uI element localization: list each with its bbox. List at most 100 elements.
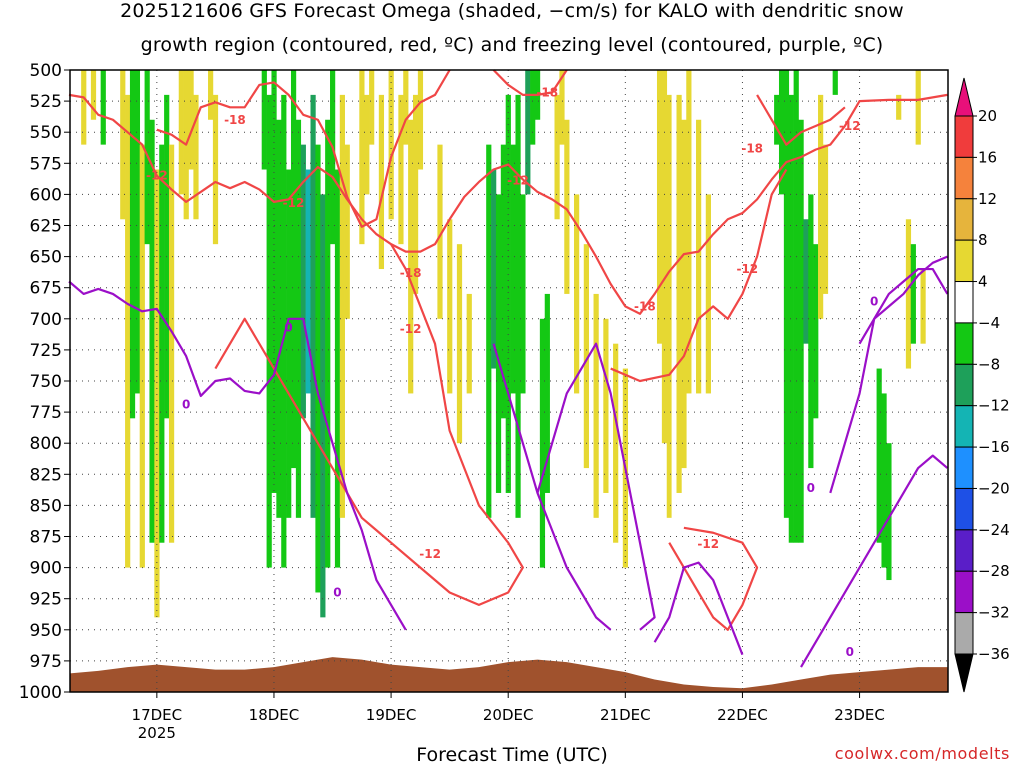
- omega-cell: [120, 70, 126, 220]
- omega-cell: [696, 119, 702, 394]
- omega-cell: [154, 169, 160, 618]
- omega-cell: [583, 244, 589, 469]
- omega-cell: [100, 70, 106, 145]
- omega-cell: [334, 169, 341, 568]
- omega-cell: [705, 194, 711, 394]
- dendritic-contour-label: -12: [839, 119, 861, 133]
- omega-cell: [774, 94, 780, 145]
- omega-cell: [905, 219, 912, 369]
- y-tick-label: 700: [30, 310, 62, 330]
- omega-cell: [159, 144, 165, 543]
- colorbar-label: −4: [978, 314, 1000, 332]
- dendritic-contour-label: -12: [507, 174, 529, 188]
- omega-cell: [920, 269, 926, 344]
- chart-title-line1: 2025121606 GFS Forecast Omega (shaded, −…: [120, 0, 904, 22]
- omega-cell: [574, 194, 580, 394]
- freezing-level-label: 0: [846, 645, 854, 659]
- y-tick-label: 850: [30, 496, 62, 516]
- y-tick-label: 625: [30, 217, 62, 237]
- colorbar-label: −16: [978, 438, 1010, 456]
- colorbar-bin: [954, 529, 974, 572]
- omega-cell: [125, 94, 131, 568]
- omega-cell: [364, 94, 370, 195]
- freezing-level-contours: [68, 255, 949, 668]
- omega-cell: [822, 144, 829, 294]
- contour-labels: -12 -18 -12 -18 -12 -18 -12 -12 -18 -12 -18 -12 -12 0…: [146, 85, 878, 659]
- omega-cell: [339, 94, 345, 518]
- dendritic-contour-line: [610, 168, 788, 383]
- colorbar-label: 16: [978, 148, 997, 166]
- dendritic-contour-label: -12: [283, 196, 305, 210]
- colorbar-label: 12: [978, 190, 997, 208]
- omega-cell: [818, 94, 824, 319]
- y-tick-label: 600: [30, 185, 62, 205]
- omega-cell: [530, 70, 536, 145]
- omega-cell: [778, 70, 785, 195]
- omega-cell: [554, 94, 560, 220]
- credit-link[interactable]: coolwx.com/modelts: [834, 744, 1010, 763]
- y-tick-label: 725: [30, 341, 62, 361]
- dendritic-contour-label: -12: [400, 322, 422, 336]
- y-tick-label: 900: [30, 559, 62, 579]
- freezing-level-line: [492, 343, 612, 631]
- omega-cell: [325, 119, 331, 568]
- colorbar-bin: [954, 77, 974, 117]
- dendritic-contour-line: [492, 69, 568, 96]
- omega-cell: [539, 318, 546, 568]
- omega-cell: [788, 94, 794, 543]
- colorbar-label: −12: [978, 397, 1010, 415]
- omega-cell: [456, 244, 463, 444]
- omega-cell: [403, 70, 409, 145]
- omega-cell: [320, 194, 326, 618]
- x-tick-label: 21DEC: [600, 706, 651, 724]
- omega-cell: [271, 70, 277, 493]
- y-tick-label: 975: [30, 652, 62, 672]
- colorbar-label: 8: [978, 231, 988, 249]
- omega-cell: [505, 94, 511, 493]
- colorbar-bin: [954, 156, 974, 200]
- y-tick-label: 575: [30, 154, 62, 174]
- omega-cell: [798, 119, 804, 543]
- omega-cell: [276, 119, 282, 518]
- colorbar-bin: [954, 570, 974, 614]
- omega-cell: [910, 244, 916, 344]
- omega-cell: [808, 194, 814, 469]
- omega-cell: [188, 70, 194, 170]
- omega-cell: [134, 70, 141, 394]
- omega-cell: [520, 194, 526, 394]
- omega-cell: [603, 318, 609, 493]
- chart-title-line2: growth region (contoured, red, ºC) and f…: [140, 34, 884, 56]
- freezing-level-line: [68, 280, 407, 631]
- omega-cell: [178, 70, 184, 195]
- colorbar: 20 16 12 8 4 −4 −8 −12 −16 −20 −24 −28 −32 −36: [954, 77, 1010, 693]
- x-tick-label: 17DEC: [132, 706, 183, 724]
- dendritic-contour-label: -18: [741, 141, 763, 155]
- omega-cell: [149, 119, 155, 543]
- dendritic-contour-label: -12: [697, 537, 719, 551]
- omega-cell: [129, 70, 136, 419]
- omega-cell: [290, 70, 297, 469]
- omega-cell: [915, 70, 921, 145]
- x-tick-label: 19DEC: [366, 706, 417, 724]
- dendritic-contour-label: -12: [146, 169, 168, 183]
- y-tick-label: 675: [30, 279, 62, 299]
- omega-cell: [305, 169, 311, 394]
- omega-cell: [666, 94, 672, 518]
- omega-cell: [193, 94, 199, 220]
- colorbar-bin: [954, 612, 974, 655]
- x-tick-label: 22DEC: [717, 706, 768, 724]
- dendritic-contour-line: [214, 243, 524, 607]
- omega-cell: [544, 293, 550, 493]
- y-tick-label: 875: [30, 528, 62, 548]
- omega-cell: [656, 70, 663, 344]
- omega-cell: [613, 343, 619, 543]
- omega-cell: [315, 144, 321, 593]
- grid: [70, 70, 948, 692]
- colorbar-label: 4: [978, 273, 988, 291]
- omega-cell: [886, 443, 892, 581]
- y-tick-label: 825: [30, 465, 62, 485]
- colorbar-label: −28: [978, 562, 1010, 580]
- x-tick-label: 18DEC: [249, 706, 300, 724]
- colorbar-label: −32: [978, 604, 1010, 622]
- omega-cell: [593, 293, 599, 518]
